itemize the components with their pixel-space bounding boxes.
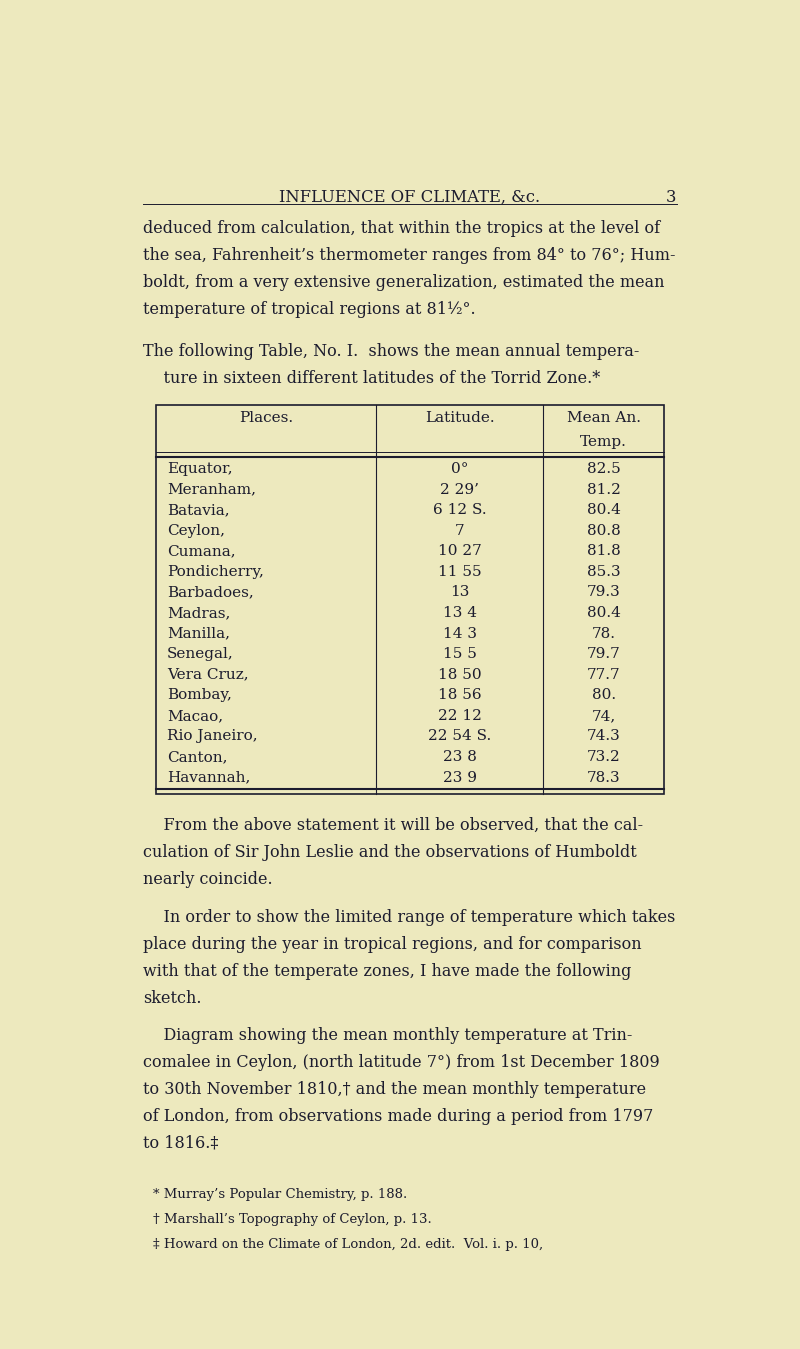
Text: ture in sixteen different latitudes of the Torrid Zone.*: ture in sixteen different latitudes of t… (143, 370, 601, 387)
Text: Macao,: Macao, (167, 708, 223, 723)
Text: 74.3: 74.3 (587, 730, 621, 743)
Text: to 30th November 1810,† and the mean monthly temperature: to 30th November 1810,† and the mean mon… (143, 1081, 646, 1098)
Text: Equator,: Equator, (167, 463, 233, 476)
Text: 73.2: 73.2 (587, 750, 621, 764)
Text: Rio Janeiro,: Rio Janeiro, (167, 730, 258, 743)
Text: 18 56: 18 56 (438, 688, 482, 703)
Text: Vera Cruz,: Vera Cruz, (167, 668, 249, 681)
Text: 82.5: 82.5 (587, 463, 621, 476)
Text: 22 54 S.: 22 54 S. (428, 730, 491, 743)
Text: with that of the temperate zones, I have made the following: with that of the temperate zones, I have… (143, 963, 632, 979)
Text: Ceylon,: Ceylon, (167, 523, 225, 538)
Text: Diagram showing the mean monthly temperature at Trin-: Diagram showing the mean monthly tempera… (143, 1027, 633, 1044)
Text: Cumana,: Cumana, (167, 545, 235, 558)
Text: 11 55: 11 55 (438, 565, 482, 579)
Text: INFLUENCE OF CLIMATE, &c.: INFLUENCE OF CLIMATE, &c. (279, 189, 541, 206)
Text: 80.: 80. (592, 688, 616, 703)
Text: * Murray’s Popular Chemistry, p. 188.: * Murray’s Popular Chemistry, p. 188. (153, 1188, 407, 1201)
Text: 3: 3 (666, 189, 677, 206)
Text: temperature of tropical regions at 81½°.: temperature of tropical regions at 81½°. (143, 301, 476, 318)
Text: Meranham,: Meranham, (167, 483, 256, 496)
Text: 81.2: 81.2 (587, 483, 621, 496)
Text: Manilla,: Manilla, (167, 626, 230, 641)
Text: 14 3: 14 3 (442, 626, 477, 641)
Text: 22 12: 22 12 (438, 708, 482, 723)
Text: 0°: 0° (451, 463, 468, 476)
Text: Barbadoes,: Barbadoes, (167, 585, 254, 599)
Text: 13 4: 13 4 (442, 606, 477, 621)
Text: 81.8: 81.8 (587, 545, 621, 558)
Text: 23 8: 23 8 (442, 750, 477, 764)
Text: From the above statement it will be observed, that the cal-: From the above statement it will be obse… (143, 817, 643, 834)
Text: place during the year in tropical regions, and for comparison: place during the year in tropical region… (143, 935, 642, 952)
Text: 78.: 78. (592, 626, 616, 641)
Text: † Marshall’s Topography of Ceylon, p. 13.: † Marshall’s Topography of Ceylon, p. 13… (153, 1213, 431, 1226)
Text: Latitude.: Latitude. (425, 411, 494, 425)
Text: boldt, from a very extensive generalization, estimated the mean: boldt, from a very extensive generalizat… (143, 274, 665, 291)
Text: culation of Sir John Leslie and the observations of Humboldt: culation of Sir John Leslie and the obse… (143, 844, 637, 861)
Text: 78.3: 78.3 (587, 770, 621, 785)
Text: 74,: 74, (592, 708, 616, 723)
Text: 80.4: 80.4 (587, 606, 621, 621)
Text: Madras,: Madras, (167, 606, 230, 621)
Text: 77.7: 77.7 (587, 668, 621, 681)
Text: 6 12 S.: 6 12 S. (433, 503, 486, 517)
Text: 79.3: 79.3 (587, 585, 621, 599)
Text: 2 29’: 2 29’ (440, 483, 479, 496)
Text: 7: 7 (454, 523, 465, 538)
Text: 79.7: 79.7 (587, 648, 621, 661)
Text: The following Table, No. I.  shows the mean annual tempera-: The following Table, No. I. shows the me… (143, 343, 640, 360)
Text: to 1816.‡: to 1816.‡ (143, 1135, 219, 1152)
Bar (156, 405, 664, 795)
Text: comalee in Ceylon, (north latitude 7°) from 1st December 1809: comalee in Ceylon, (north latitude 7°) f… (143, 1054, 660, 1071)
Text: 10 27: 10 27 (438, 545, 482, 558)
Text: Bombay,: Bombay, (167, 688, 232, 703)
Text: Senegal,: Senegal, (167, 648, 234, 661)
Text: 13: 13 (450, 585, 470, 599)
Text: 85.3: 85.3 (587, 565, 621, 579)
Text: Places.: Places. (238, 411, 293, 425)
Text: In order to show the limited range of temperature which takes: In order to show the limited range of te… (143, 908, 676, 925)
Text: 18 50: 18 50 (438, 668, 482, 681)
Text: Mean An.: Mean An. (566, 411, 641, 425)
Text: of London, from observations made during a period from 1797: of London, from observations made during… (143, 1108, 654, 1125)
Text: Temp.: Temp. (580, 434, 627, 449)
Text: ‡ Howard on the Climate of London, 2d. edit.  Vol. i. p. 10,: ‡ Howard on the Climate of London, 2d. e… (153, 1237, 543, 1251)
Text: sketch.: sketch. (143, 990, 202, 1006)
Text: 15 5: 15 5 (442, 648, 477, 661)
Text: Havannah,: Havannah, (167, 770, 250, 785)
Text: Pondicherry,: Pondicherry, (167, 565, 264, 579)
Text: deduced from calculation, that within the tropics at the level of: deduced from calculation, that within th… (143, 220, 661, 237)
Text: 80.4: 80.4 (587, 503, 621, 517)
Text: 80.8: 80.8 (587, 523, 621, 538)
Text: Canton,: Canton, (167, 750, 227, 764)
Text: Batavia,: Batavia, (167, 503, 230, 517)
Text: 23 9: 23 9 (442, 770, 477, 785)
Text: nearly coincide.: nearly coincide. (143, 871, 273, 888)
Text: the sea, Fahrenheit’s thermometer ranges from 84° to 76°; Hum-: the sea, Fahrenheit’s thermometer ranges… (143, 247, 676, 264)
